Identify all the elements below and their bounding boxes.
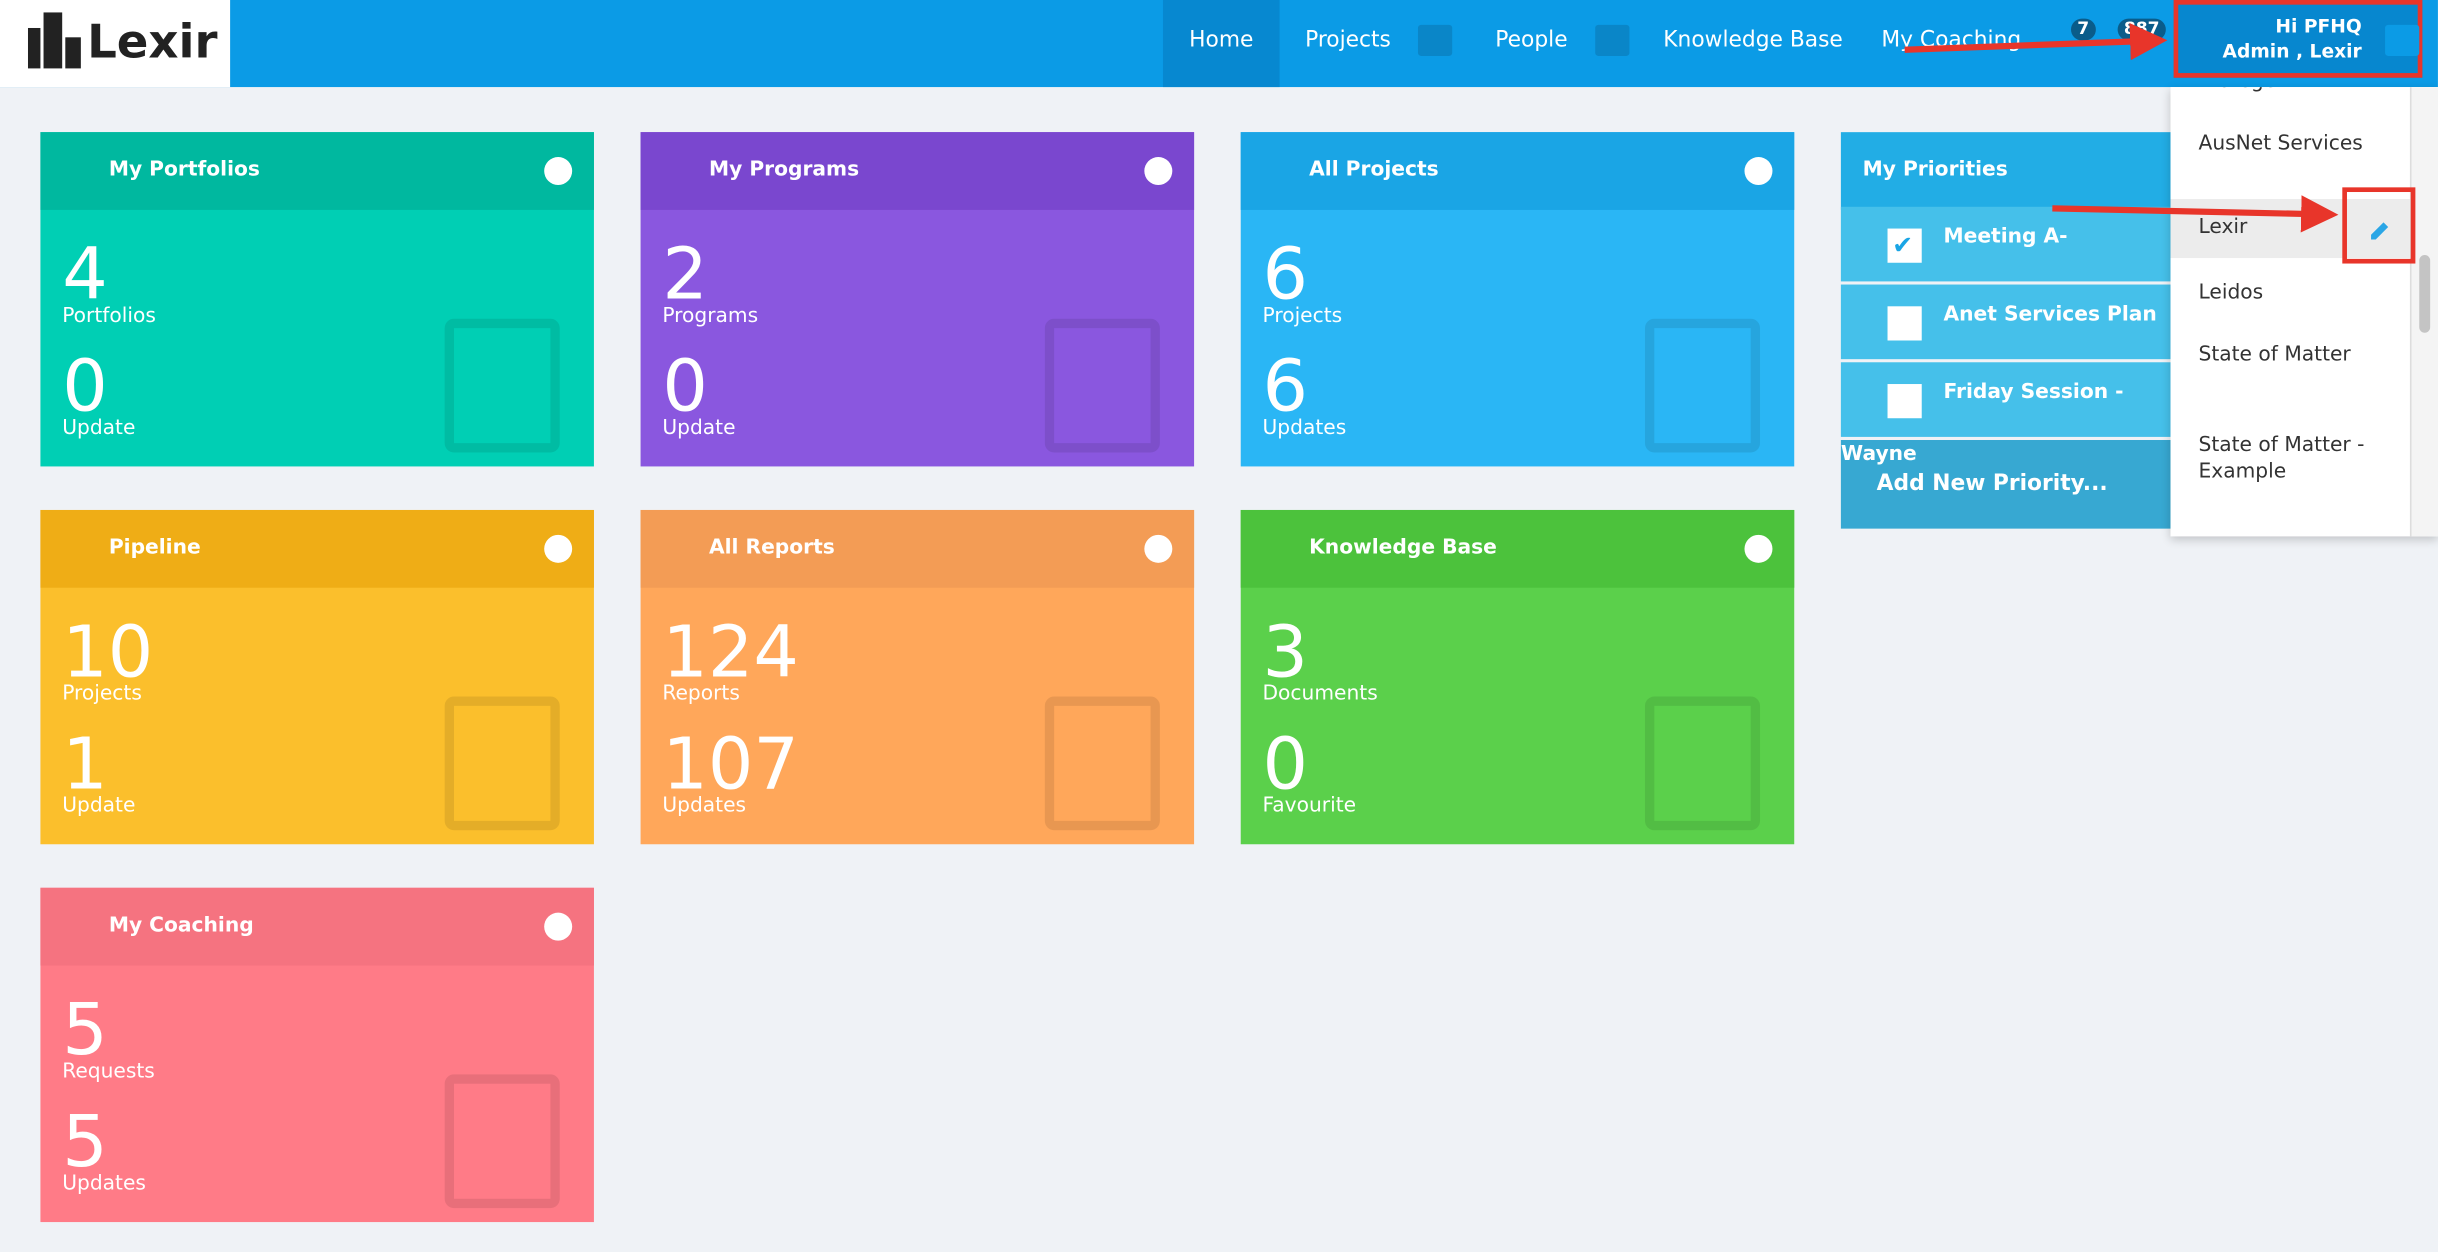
dropdown-item[interactable]: State of Matter — [2198, 343, 2351, 367]
card-icon — [444, 1074, 560, 1209]
label-secondary: Update — [662, 416, 736, 441]
card-arrow — [1744, 534, 1773, 563]
scrollbar — [2409, 87, 2438, 537]
nav-dropdown[interactable] — [1417, 24, 1453, 56]
checkbox[interactable] — [1887, 384, 1922, 419]
label-primary: Documents — [1262, 682, 1378, 706]
card-title: My Coaching — [40, 887, 594, 966]
scroll-thumb[interactable] — [2419, 254, 2431, 333]
label-primary: Projects — [62, 682, 142, 706]
nav-item[interactable]: People — [1495, 27, 1568, 53]
label-primary: Programs — [662, 304, 759, 329]
nav-item[interactable]: Knowledge Base — [1663, 27, 1843, 53]
card-arrow — [1144, 157, 1173, 186]
count-secondary: 6 — [1262, 343, 1309, 428]
label-primary: Requests — [62, 1060, 155, 1084]
nav-item[interactable]: Home — [1162, 0, 1280, 88]
checkbox[interactable] — [1887, 306, 1922, 341]
count-secondary: 0 — [62, 343, 108, 428]
count-secondary: 0 — [1262, 721, 1309, 806]
card[interactable]: All Projects 6 Projects 6 Updates — [1240, 132, 1795, 467]
count-primary: 5 — [62, 987, 108, 1072]
priorities-title: My Priorities — [1840, 132, 2174, 210]
count-primary: 3 — [1262, 609, 1309, 694]
card-icon — [1044, 318, 1160, 453]
nav-dropdown[interactable] — [1595, 24, 1630, 56]
card-arrow — [544, 157, 573, 186]
count-primary: 6 — [1262, 231, 1309, 316]
card-arrow — [1744, 157, 1773, 186]
label-primary: Portfolios — [62, 304, 156, 329]
card-icon — [1644, 318, 1761, 453]
card-title: All Reports — [640, 509, 1195, 588]
badge[interactable]: 887 — [2117, 18, 2166, 41]
card-title: All Projects — [1240, 132, 1795, 210]
dropdown-item[interactable]: Lexir — [2170, 199, 2410, 259]
card-arrow — [1144, 534, 1173, 563]
card-arrow — [544, 912, 573, 941]
card[interactable]: Knowledge Base 3 Documents 0 Favourite — [1240, 509, 1795, 845]
count-primary: 4 — [62, 231, 108, 316]
priority-item[interactable]: Meeting A-Electricity✔ — [1840, 206, 2174, 311]
count-primary: 2 — [662, 231, 708, 316]
label-secondary: Update — [62, 794, 136, 818]
label-secondary: Update — [62, 416, 136, 441]
card-title: My Programs — [640, 132, 1195, 210]
user-dropdown — [2385, 24, 2420, 56]
dropdown-item[interactable]: AusNet Services — [2198, 132, 2363, 156]
label-secondary: Updates — [1262, 416, 1347, 441]
card-icon — [444, 696, 560, 831]
count-secondary: 0 — [662, 343, 708, 428]
card-arrow — [544, 534, 573, 563]
logo-icon — [27, 12, 81, 69]
dropdown-item[interactable]: State of Matter - Example — [2198, 433, 2365, 484]
count-secondary: 1 — [62, 721, 108, 806]
user-menu[interactable]: Hi PFHQ Admin , Lexir — [2173, 0, 2423, 78]
card-title: Knowledge Base — [1240, 509, 1795, 588]
count-secondary: 107 — [662, 721, 799, 806]
priorities-panel: My Priorities Add New Priority... Meetin… — [1840, 132, 2174, 529]
card[interactable]: All Reports 124 Reports 107 Updates — [640, 509, 1195, 845]
card-icon — [1644, 696, 1761, 831]
label-primary: Projects — [1262, 304, 1343, 329]
dropdown-item[interactable]: Protégé — [2171, 87, 2410, 95]
navbar: Lexir Home Projects People Knowledge Base My… — [0, 0, 2438, 88]
add-priority[interactable]: Add New Priority... — [1840, 440, 2174, 529]
org-dropdown: Protégé AusNet Services Lexir Leidos State o… — [2170, 87, 2438, 537]
count-primary: 10 — [62, 609, 154, 694]
count-primary: 124 — [662, 609, 799, 694]
card-title: My Portfolios — [40, 132, 594, 210]
checkbox[interactable]: ✔ — [1887, 228, 1922, 263]
count-secondary: 5 — [62, 1099, 108, 1184]
card-icon — [444, 318, 560, 453]
card-title: Pipeline — [40, 509, 594, 588]
badge[interactable]: 7 — [2070, 18, 2096, 41]
priority-item[interactable]: Friday Session - Wayne — [1840, 362, 2174, 466]
label-secondary: Updates — [662, 794, 747, 818]
priority-item[interactable]: Anet Services Plan — [1840, 284, 2174, 360]
card[interactable]: My Programs 2 Programs 0 Update — [640, 132, 1195, 467]
label-primary: Reports — [662, 682, 740, 706]
label-secondary: Updates — [62, 1172, 146, 1196]
label-secondary: Favourite — [1262, 794, 1357, 818]
card-icon — [1044, 696, 1160, 831]
card[interactable]: My Coaching 5 Requests 5 Updates — [40, 887, 594, 1223]
nav-item[interactable]: Projects — [1305, 27, 1391, 53]
dropdown-item[interactable]: Leidos — [2198, 281, 2264, 305]
card[interactable]: Pipeline 10 Projects 1 Update — [40, 509, 594, 845]
nav-item[interactable]: My Coaching — [1881, 27, 2022, 53]
card[interactable]: My Portfolios 4 Portfolios 0 Update — [40, 132, 594, 467]
